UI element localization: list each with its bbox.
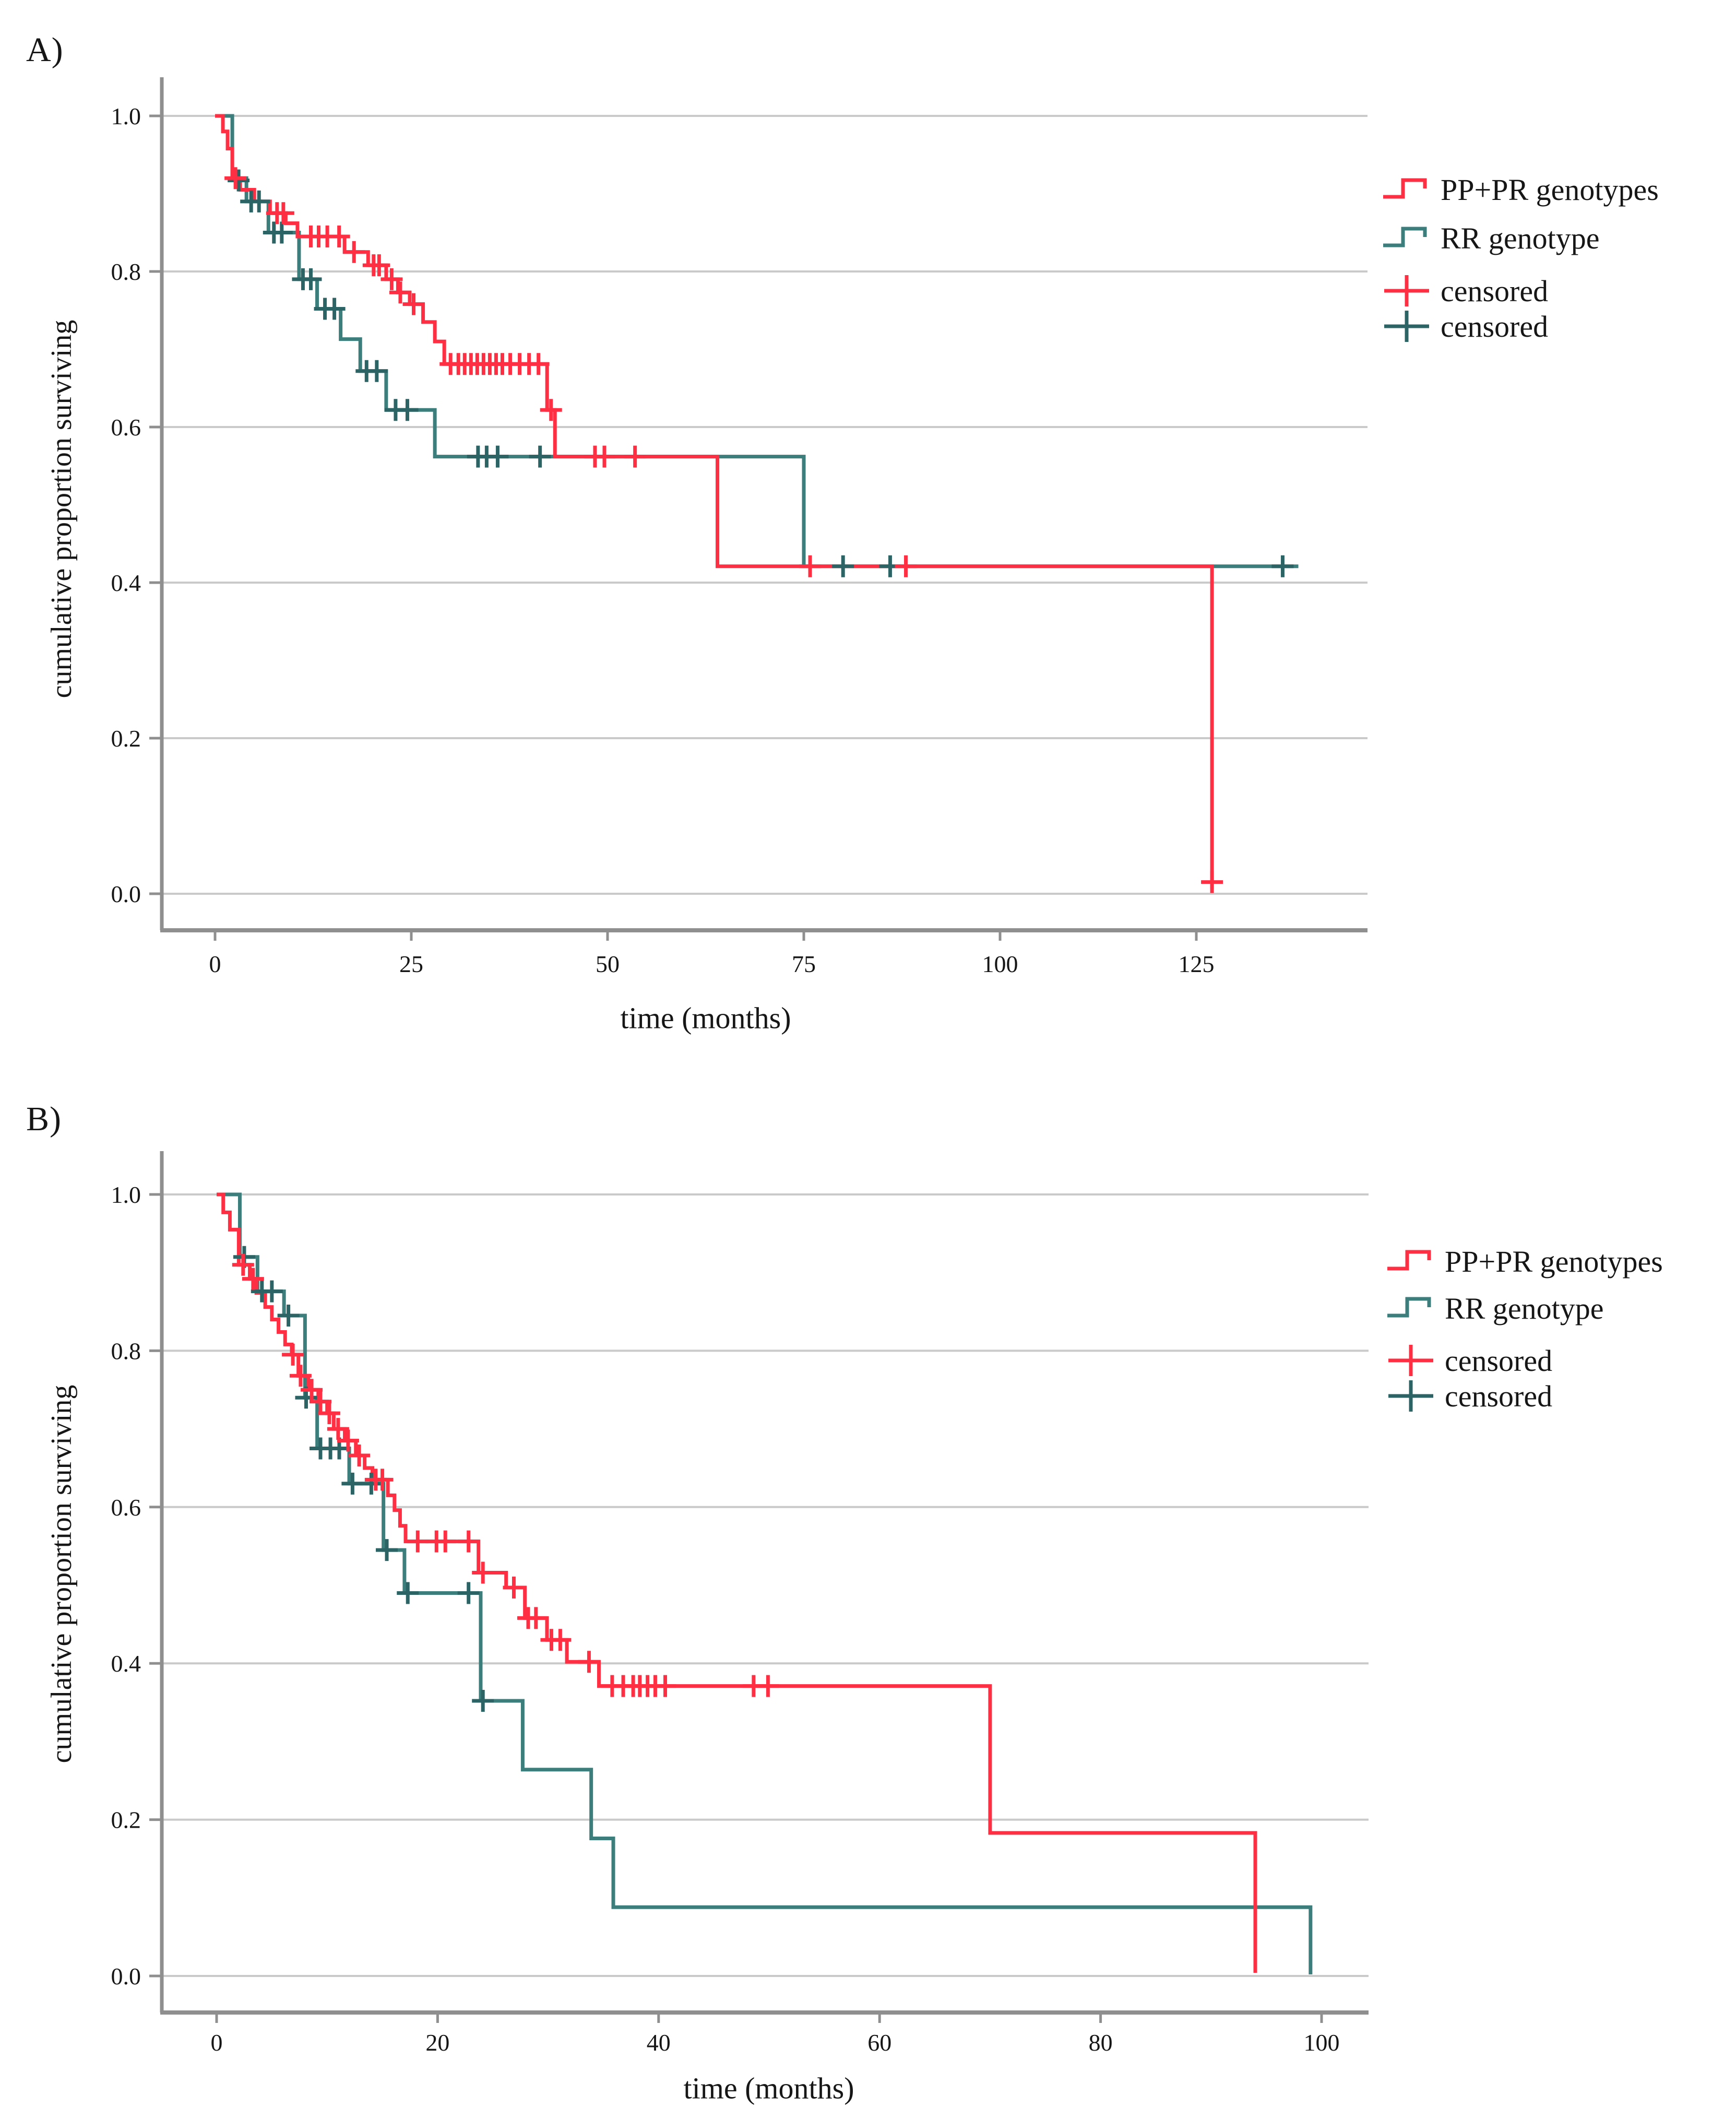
svg-text:0: 0 (211, 2029, 223, 2056)
panel-a-label: A) (26, 31, 64, 69)
legend-item-rr-b: RR genotype (1386, 1291, 1603, 1326)
legend-label-pp-pr: PP+PR genotypes (1445, 1244, 1663, 1278)
svg-text:0.6: 0.6 (111, 1494, 141, 1521)
legend-item-pp-pr-a: PP+PR genotypes (1382, 172, 1659, 207)
censor-marks-pp-pr (224, 167, 1223, 893)
panel-a-gridlines (162, 115, 1368, 895)
svg-text:0: 0 (209, 951, 221, 977)
panel-b-label: B) (26, 1100, 62, 1138)
panel-a-x-axis-title: time (months) (620, 1001, 791, 1035)
svg-text:0.2: 0.2 (111, 725, 141, 752)
svg-text:80: 80 (1089, 2029, 1113, 2056)
svg-text:0.0: 0.0 (111, 881, 141, 907)
legend-item-censored-red-b: censored (1386, 1343, 1552, 1378)
legend-item-rr-a: RR genotype (1382, 220, 1599, 256)
legend-item-censored-teal-b: censored (1386, 1378, 1552, 1414)
svg-text:0.2: 0.2 (111, 1807, 141, 1833)
legend-item-censored-teal-a: censored (1382, 309, 1548, 344)
svg-text:0.6: 0.6 (111, 414, 141, 441)
censored-cross-icon-red (1388, 1345, 1433, 1376)
svg-text:1.0: 1.0 (111, 103, 141, 129)
km-step-series-pp-pr (217, 1192, 1257, 1973)
legend-label-rr: RR genotype (1445, 1291, 1604, 1325)
svg-text:75: 75 (792, 951, 816, 977)
censored-cross-icon-red (1384, 275, 1429, 306)
km-step-series-rr (215, 114, 1299, 569)
svg-text:1.0: 1.0 (111, 1181, 141, 1208)
svg-text:40: 40 (647, 2029, 671, 2056)
svg-text:125: 125 (1179, 951, 1215, 977)
legend-item-pp-pr-b: PP+PR genotypes (1386, 1244, 1663, 1279)
svg-text:0.8: 0.8 (111, 1337, 141, 1364)
rr-step-line-icon (1387, 1297, 1431, 1318)
km-step-series-rr (217, 1192, 1313, 1975)
svg-text:100: 100 (1304, 2029, 1340, 2056)
pp-pr-step-line-icon (1383, 178, 1427, 199)
censor-marks-rr (228, 169, 1294, 577)
legend-label-censored-teal: censored (1445, 1379, 1553, 1413)
panel-a-plot: 1.0 0.8 0.6 0.4 0.2 0.0 0 25 50 75 100 125 (111, 77, 1368, 977)
censor-marks-pp-pr (232, 1253, 779, 1697)
legend-label-pp-pr: PP+PR genotypes (1441, 172, 1659, 207)
svg-text:25: 25 (399, 951, 423, 977)
panel-a-y-axis-title: cumulative proportion surviving (45, 319, 78, 699)
svg-text:100: 100 (982, 951, 1018, 977)
pp-pr-step-line-icon (1387, 1250, 1431, 1271)
censored-cross-icon-teal (1388, 1380, 1433, 1412)
panel-b-x-tick-labels: 0 20 40 60 80 100 (211, 2013, 1340, 2056)
legend-label-censored-red: censored (1441, 274, 1549, 308)
panel-b-y-axis-title: cumulative proportion surviving (45, 1384, 78, 1763)
svg-text:60: 60 (867, 2029, 891, 2056)
legend-label-rr: RR genotype (1441, 221, 1600, 255)
svg-text:50: 50 (596, 951, 620, 977)
legend-label-censored-teal: censored (1441, 309, 1549, 344)
panel-b-y-tick-labels: 1.0 0.8 0.6 0.4 0.2 0.0 (111, 1181, 162, 1990)
svg-text:0.8: 0.8 (111, 258, 141, 285)
panel-b-gridlines (162, 1193, 1369, 1977)
legend-item-censored-red-a: censored (1382, 273, 1548, 309)
panel-b-plot: 1.0 0.8 0.6 0.4 0.2 0.0 0 20 40 60 80 100 (111, 1151, 1369, 2056)
svg-text:20: 20 (425, 2029, 449, 2056)
panel-a-x-tick-labels: 0 25 50 75 100 125 (209, 930, 1215, 977)
rr-step-line-icon (1383, 227, 1427, 247)
censored-cross-icon-teal (1384, 311, 1429, 342)
legend-label-censored-red: censored (1445, 1343, 1553, 1378)
panel-a-y-tick-labels: 1.0 0.8 0.6 0.4 0.2 0.0 (111, 103, 162, 907)
svg-text:0.0: 0.0 (111, 1963, 141, 1990)
svg-text:0.4: 0.4 (111, 1650, 141, 1677)
panel-b-x-axis-title: time (months) (683, 2071, 854, 2105)
svg-text:0.4: 0.4 (111, 570, 141, 596)
km-step-series-pp-pr (215, 114, 1214, 890)
